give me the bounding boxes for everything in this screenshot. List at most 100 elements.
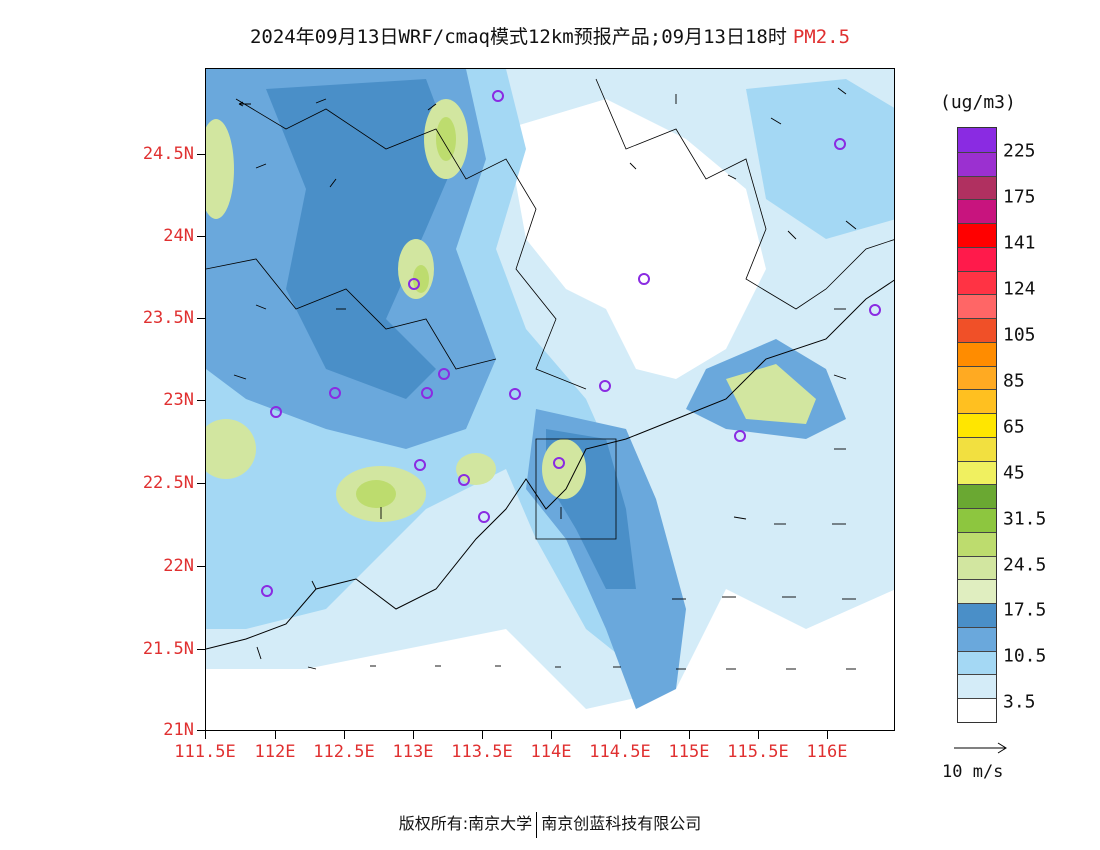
title-main: 2024年09月13日WRF/cmaq模式12km预报产品;09月13日18时 [249, 26, 787, 48]
footer-separator [536, 811, 538, 838]
legend-label: 85 [1003, 370, 1025, 392]
province-boundary-a [235, 98, 587, 390]
wind-reference-label: 10 m/s [942, 762, 1004, 782]
colorbar-swatch [958, 294, 996, 319]
lon-label: 115E [668, 742, 710, 762]
field-low-sea [206, 589, 894, 730]
province-boundary-c [206, 258, 497, 370]
tick-lat-23 [197, 400, 205, 401]
tick-lon-114 [551, 731, 552, 739]
tick-lat-24 [197, 236, 205, 237]
colorbar-swatch [958, 650, 996, 675]
colorbar-swatch [958, 626, 996, 651]
field-mid-ne [746, 79, 894, 239]
colorbar-swatch [958, 460, 996, 485]
footer-company: 南京创蓝科技有限公司 [541, 814, 702, 833]
lat-label: 21N [163, 720, 194, 740]
lat-label: 24N [163, 226, 194, 246]
lat-label: 24.5N [142, 144, 194, 164]
field-higher-west [266, 79, 456, 399]
pm25-map [205, 68, 895, 731]
tick-lat-21.5 [197, 649, 205, 650]
legend-label: 225 [1003, 140, 1036, 162]
lat-label: 23N [163, 390, 194, 410]
hotspot-zhuhai [456, 453, 496, 485]
colorbar-swatch [958, 413, 996, 437]
legend-label: 175 [1003, 186, 1036, 208]
hotspot-hk [542, 439, 586, 499]
lon-label: 113E [392, 742, 434, 762]
footer: 版权所有:南京大学 南京创蓝科技有限公司 [0, 810, 1100, 838]
hotspot-central-core [413, 265, 429, 293]
colorbar-swatch [958, 199, 996, 224]
colorbar-swatch [958, 484, 996, 509]
wind-vectors [233, 87, 857, 670]
legend-label: 65 [1003, 416, 1025, 438]
tick-lat-24.5 [197, 154, 205, 155]
tick-lon-113 [413, 731, 414, 739]
lon-label: 112.5E [313, 742, 375, 762]
colorbar-swatch [958, 579, 996, 604]
colorbar-swatch [958, 151, 996, 176]
colorbar-swatch [958, 436, 996, 461]
tick-lon-112.5 [344, 731, 345, 739]
colorbar-swatch [958, 175, 996, 200]
legend-label: 24.5 [1003, 554, 1047, 576]
colorbar [957, 127, 997, 723]
colorbar-swatch [958, 341, 996, 366]
tick-lat-21 [197, 730, 205, 731]
tick-lat-23.5 [197, 318, 205, 319]
tick-lon-114.5 [620, 731, 621, 739]
tick-lon-113.5 [482, 731, 483, 739]
hotspot-west-edge [206, 419, 256, 479]
colorbar-swatch [958, 365, 996, 390]
colorbar-swatch [958, 674, 996, 699]
lat-label: 22.5N [142, 473, 194, 493]
colorbar-swatch [958, 270, 996, 295]
tick-lon-111.5 [205, 731, 206, 739]
field-low-ne [506, 99, 766, 379]
colorbar-swatch [958, 555, 996, 580]
lon-label: 114.5E [589, 742, 651, 762]
colorbar-swatch [958, 246, 996, 271]
tick-lon-116 [827, 731, 828, 739]
hk-box [535, 438, 617, 540]
lat-label: 23.5N [142, 308, 194, 328]
hotspot-north-core [436, 117, 456, 161]
colorbar-swatch [958, 389, 996, 414]
colorbar-swatch [958, 508, 996, 532]
tick-lat-22 [197, 566, 205, 567]
lon-label: 111.5E [174, 742, 236, 762]
legend-label: 3.5 [1003, 691, 1036, 713]
legend-label: 10.5 [1003, 645, 1047, 667]
colorbar-swatch [958, 603, 996, 627]
colorbar-swatch [958, 223, 996, 247]
lat-label: 22N [163, 556, 194, 576]
lon-label: 115.5E [727, 742, 789, 762]
lon-label: 113.5E [451, 742, 513, 762]
tick-lon-115.5 [758, 731, 759, 739]
footer-copyright: 版权所有:南京大学 [398, 814, 533, 833]
colorbar-swatch [958, 698, 996, 722]
tick-lat-22.5 [197, 483, 205, 484]
colorbar-swatch [958, 318, 996, 342]
monitoring-stations [261, 90, 881, 597]
legend-label: 141 [1003, 232, 1036, 254]
legend-label: 45 [1003, 462, 1025, 484]
field-east-hot [726, 364, 816, 424]
lon-label: 114E [530, 742, 572, 762]
lon-label: 116E [806, 742, 848, 762]
legend-label: 124 [1003, 278, 1036, 300]
colorbar-swatch [958, 531, 996, 556]
legend-unit: (ug/m3) [940, 92, 1016, 113]
pm25-field-svg [206, 69, 894, 730]
hotspot-northwest-edge [206, 119, 234, 219]
province-boundary-b [595, 78, 894, 310]
lat-label: 21.5N [142, 639, 194, 659]
tick-lon-115 [689, 731, 690, 739]
lon-label: 112E [254, 742, 296, 762]
legend-label: 17.5 [1003, 599, 1047, 621]
map-title: 2024年09月13日WRF/cmaq模式12km预报产品;09月13日18时 P… [0, 22, 1100, 49]
tick-lon-112 [275, 731, 276, 739]
legend-label: 105 [1003, 324, 1036, 346]
